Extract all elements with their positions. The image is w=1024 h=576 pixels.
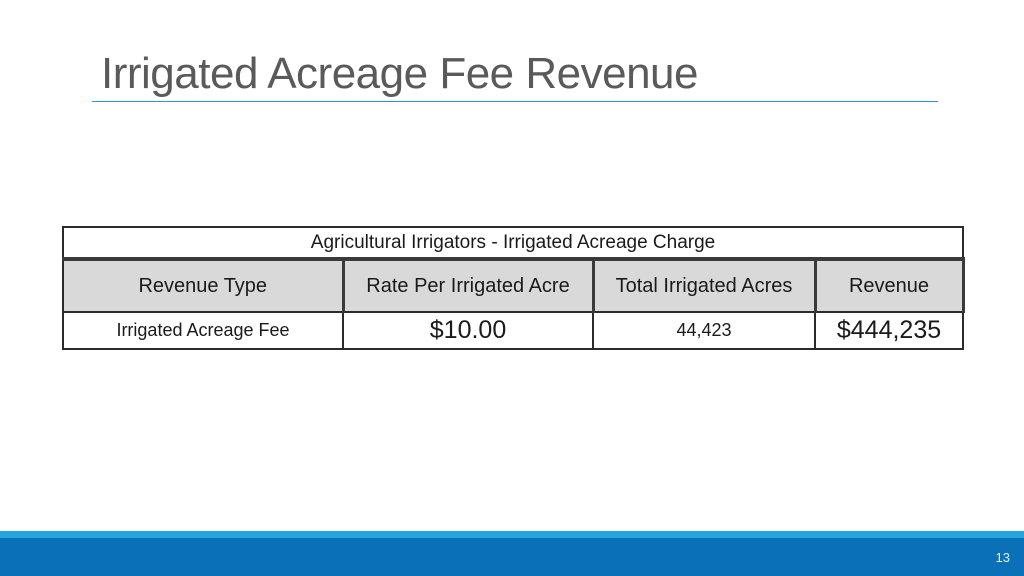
header-total-acres: Total Irrigated Acres [592, 258, 817, 313]
cell-revenue-type: Irrigated Acreage Fee [62, 311, 344, 350]
table-caption: Agricultural Irrigators - Irrigated Acre… [61, 226, 965, 261]
cell-revenue: $444,235 [813, 311, 965, 350]
cell-total-acres: 44,423 [592, 311, 816, 350]
table-header-row: Revenue Type Rate Per Irrigated Acre Tot… [62, 258, 965, 313]
header-revenue: Revenue [813, 258, 965, 313]
footer-bar [0, 538, 1024, 576]
cell-rate-per-acre: $10.00 [342, 311, 594, 350]
header-revenue-type: Revenue Type [62, 258, 345, 313]
slide-title: Irrigated Acreage Fee Revenue [101, 49, 699, 98]
page-number: 13 [995, 550, 1010, 565]
title-underline [92, 101, 938, 102]
table-caption-row: Agricultural Irrigators - Irrigated Acre… [61, 226, 965, 261]
footer-accent-stripe [0, 531, 1024, 538]
table-row: Irrigated Acreage Fee $10.00 44,423 $444… [62, 311, 965, 350]
header-rate-per-acre: Rate Per Irrigated Acre [342, 258, 595, 313]
revenue-table: Agricultural Irrigators - Irrigated Acre… [61, 226, 965, 350]
